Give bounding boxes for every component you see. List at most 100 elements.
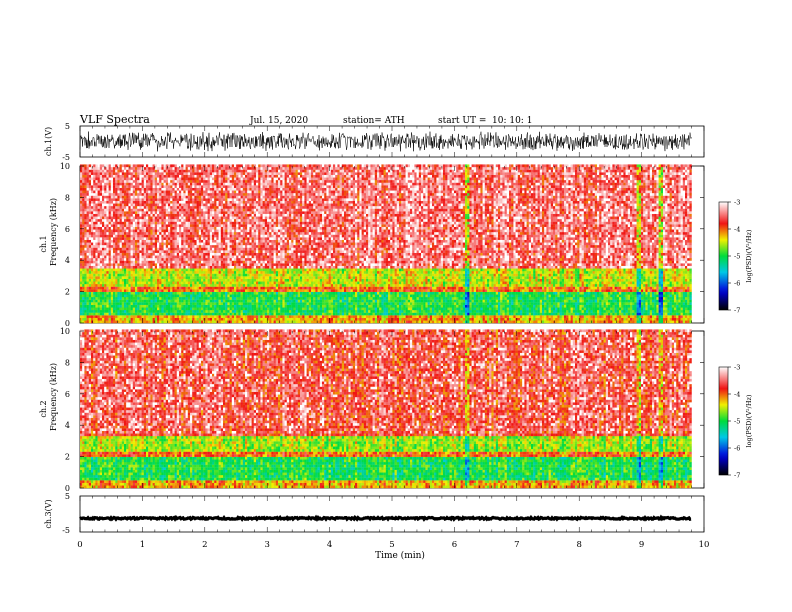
spectrogram-cell: [245, 320, 247, 323]
spectrogram-cell: [667, 294, 669, 297]
spectrogram-cell: [142, 305, 144, 308]
spectrogram-cell: [175, 318, 177, 321]
spectrogram-cell: [106, 313, 108, 316]
spectrogram-cell: [540, 292, 542, 295]
spectrogram-cell: [538, 289, 540, 292]
spectrogram-cell: [417, 297, 419, 300]
spectrogram-cell: [637, 318, 639, 321]
spectrogram-cell: [329, 284, 331, 287]
spectrogram-cell: [617, 307, 619, 310]
spectrogram-cell: [278, 281, 280, 284]
spectrogram-cell: [441, 302, 443, 305]
spectrogram-cell: [258, 287, 260, 290]
spectrogram-cell: [344, 315, 346, 318]
spectrogram-cell: [637, 300, 639, 303]
spectrogram-cell: [144, 300, 146, 303]
spectrogram-cell: [304, 313, 306, 316]
spectrogram-cell: [604, 297, 606, 300]
spectrogram-cell: [254, 281, 256, 284]
spectrogram-cell: [386, 307, 388, 310]
spectrogram-cell: [366, 307, 368, 310]
spectrogram-cell: [243, 310, 245, 313]
spectrogram-cell: [531, 315, 533, 318]
spectrogram-cell: [414, 302, 416, 305]
spectrogram-cell: [315, 279, 317, 282]
spectrogram-cell: [320, 279, 322, 282]
spectrogram-cell: [122, 310, 124, 313]
spectrogram-cell: [650, 318, 652, 321]
spectrogram-cell: [124, 300, 126, 303]
spectrogram-cell: [300, 294, 302, 297]
spectrogram-cell: [168, 292, 170, 295]
spectrogram-cell: [568, 289, 570, 292]
spectrogram-cell: [494, 294, 496, 297]
spectrogram-cell: [566, 305, 568, 308]
spectrogram-cell: [670, 281, 672, 284]
spectrogram-cell: [364, 281, 366, 284]
spectrogram-cell: [164, 315, 166, 318]
spectrogram-cell: [168, 284, 170, 287]
spectrogram-cell: [408, 305, 410, 308]
spectrogram-cell: [128, 287, 130, 290]
spectrogram-cell: [494, 284, 496, 287]
spectrogram-cell: [392, 305, 394, 308]
spectrogram-cell: [465, 318, 467, 321]
spectrogram-cell: [403, 281, 405, 284]
spectrogram-cell: [388, 294, 390, 297]
spectrogram-cell: [419, 315, 421, 318]
spectrogram-cell: [100, 313, 102, 316]
spectrogram-cell: [135, 313, 137, 316]
spectrogram-cell: [676, 313, 678, 316]
spectrogram-cell: [439, 279, 441, 282]
spectrogram-cell: [502, 287, 504, 290]
spectrogram-cell: [230, 313, 232, 316]
spectrogram-cell: [524, 281, 526, 284]
spectrogram-cell: [238, 297, 240, 300]
spectrogram-cell: [311, 284, 313, 287]
spectrogram-cell: [142, 279, 144, 282]
spectrogram-cell: [612, 289, 614, 292]
spectrogram-cell: [106, 310, 108, 313]
spectrogram-cell: [111, 307, 113, 310]
spectrogram-cell: [161, 279, 163, 282]
spectrogram-cell: [560, 289, 562, 292]
spectrogram-cell: [491, 284, 493, 287]
spectrogram-cell: [355, 279, 357, 282]
spectrogram-cell: [230, 302, 232, 305]
spectrogram-cell: [289, 284, 291, 287]
spectrogram-cell: [443, 292, 445, 295]
spectrogram-cell: [346, 302, 348, 305]
spectrogram-cell: [656, 284, 658, 287]
spectrogram-cell: [527, 294, 529, 297]
spectrogram-cell: [461, 287, 463, 290]
spectrogram-cell: [179, 289, 181, 292]
spectrogram-cell: [604, 294, 606, 297]
spectrogram-cell: [271, 297, 273, 300]
spectrogram-cell: [120, 313, 122, 316]
spectrogram-cell: [225, 281, 227, 284]
spectrogram-cell: [465, 307, 467, 310]
spectrogram-cell: [203, 287, 205, 290]
spectrogram-cell: [113, 320, 115, 323]
spectrogram-cell: [153, 318, 155, 321]
spectrogram-cell: [588, 284, 590, 287]
spectrogram-cell: [175, 289, 177, 292]
spectrogram-cell: [610, 284, 612, 287]
spectrogram-cell: [601, 320, 603, 323]
spectrogram-cell: [386, 284, 388, 287]
spectrogram-cell: [480, 320, 482, 323]
spectrogram-cell: [324, 313, 326, 316]
spectrogram-cell: [538, 287, 540, 290]
spectrogram-cell: [282, 307, 284, 310]
spectrogram-cell: [432, 302, 434, 305]
spectrogram-cell: [128, 302, 130, 305]
spectrogram-cell: [177, 292, 179, 295]
spectrogram-cell: [133, 292, 135, 295]
spectrogram-cell: [157, 289, 159, 292]
spectrogram-cell: [344, 300, 346, 303]
spectrogram-cell: [381, 287, 383, 290]
spectrogram-cell: [590, 310, 592, 313]
spectrogram-cell: [111, 289, 113, 292]
spectrogram-cell: [436, 300, 438, 303]
spectrogram-cell: [590, 318, 592, 321]
